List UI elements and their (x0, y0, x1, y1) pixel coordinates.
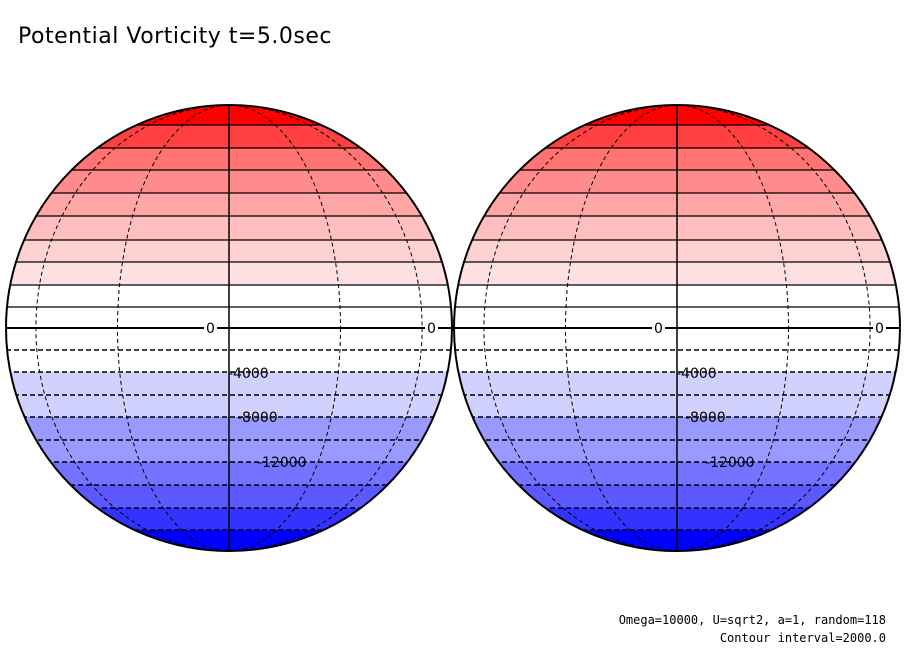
footer-interval: Contour interval=2000.0 (719, 631, 886, 645)
contour-label: -12000 (257, 455, 307, 471)
graticule (483, 105, 871, 551)
right-globe: 0 0 -4000 -8000 -12000 (453, 104, 901, 552)
meridian-line (35, 105, 423, 551)
contour-label-bg (425, 321, 438, 336)
footer-params: Omega=10000, U=sqrt2, a=1, random=118 (618, 613, 886, 627)
page-title: Potential Vorticity t=5.0sec (18, 24, 332, 49)
contour-label: -4000 (228, 366, 269, 382)
contour-label: -8000 (237, 410, 278, 426)
graticule (35, 105, 423, 551)
left-globe: 0 0 -4000 -8000 -12000 (5, 104, 453, 552)
contour-label-bg (873, 321, 886, 336)
globe-outline (5, 104, 453, 552)
contour-label: -4000 (676, 366, 717, 382)
meridian-line (565, 105, 789, 551)
contour-label-bg (204, 321, 217, 336)
contour-label: 0 (654, 321, 663, 337)
contour-label: 0 (875, 321, 884, 337)
meridian-line (483, 105, 871, 551)
contour-label: 0 (427, 321, 436, 337)
contour-label: -8000 (685, 410, 726, 426)
globe-outline (453, 104, 901, 552)
contour-label-bg (652, 321, 665, 336)
contour-label: -12000 (705, 455, 755, 471)
meridian-line (117, 105, 341, 551)
contour-label: 0 (206, 321, 215, 337)
